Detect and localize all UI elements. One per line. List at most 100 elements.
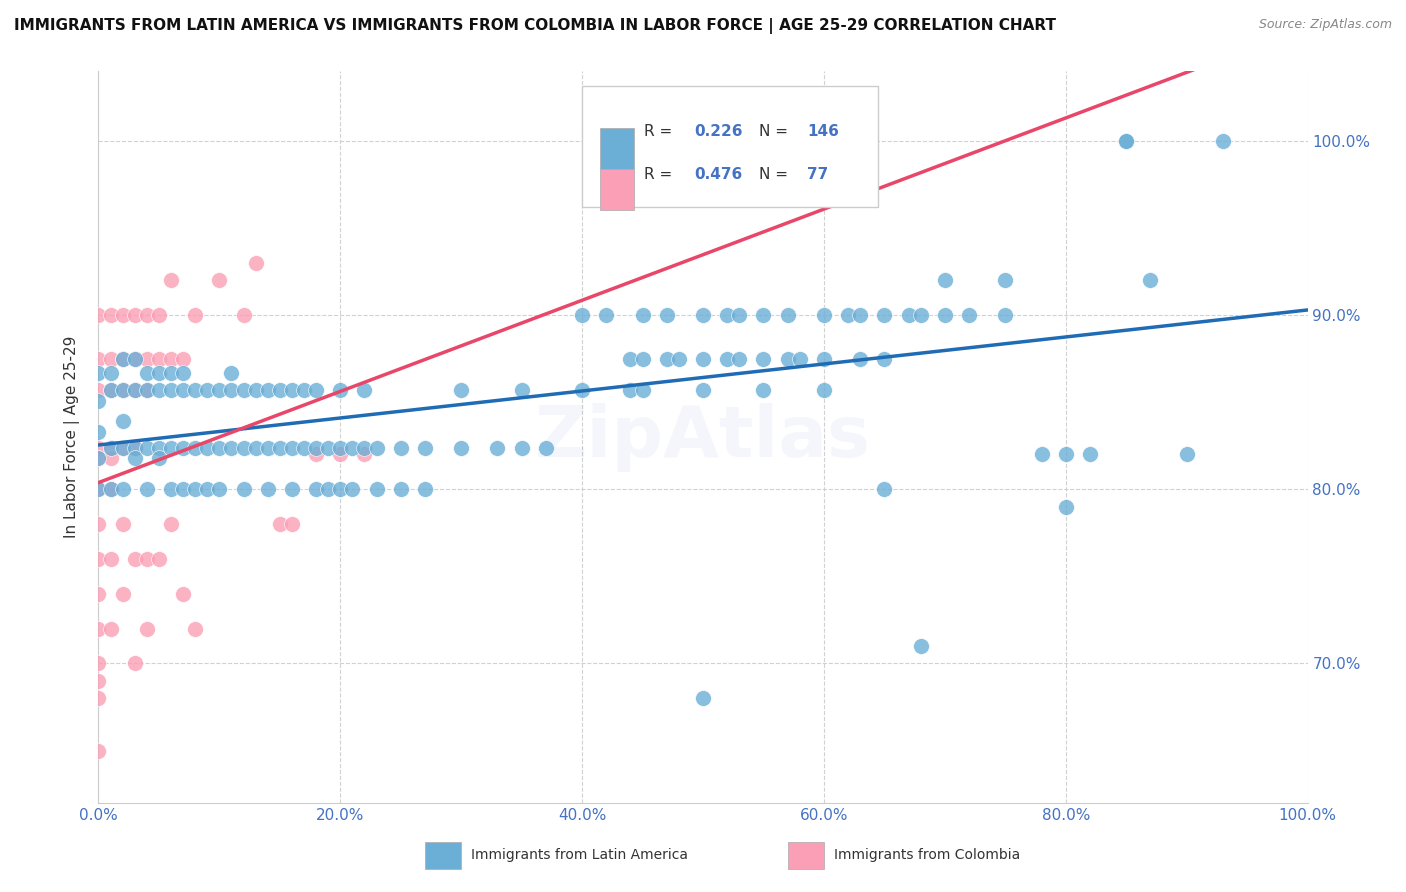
Point (232, 441, 254, 455)
Point (571, 308, 593, 322)
Point (813, 351, 835, 366)
Point (124, 441, 146, 455)
Point (87, 308, 110, 322)
Point (837, 308, 859, 322)
Point (668, 351, 690, 366)
Point (124, 351, 146, 366)
Point (776, 308, 799, 322)
Point (208, 441, 231, 455)
Point (1212, 134, 1234, 148)
Point (100, 483, 122, 497)
Point (87, 450, 110, 465)
Point (1115, 134, 1137, 148)
Point (631, 351, 654, 366)
Point (353, 441, 375, 455)
Point (716, 308, 738, 322)
Point (510, 383, 533, 397)
Point (135, 552, 157, 566)
Point (172, 351, 194, 366)
Point (813, 308, 835, 322)
Text: IMMIGRANTS FROM LATIN AMERICA VS IMMIGRANTS FROM COLOMBIA IN LABOR FORCE | AGE 2: IMMIGRANTS FROM LATIN AMERICA VS IMMIGRA… (14, 18, 1056, 34)
Point (752, 351, 775, 366)
Point (208, 273, 231, 287)
Text: R =: R = (644, 167, 676, 182)
FancyBboxPatch shape (425, 842, 461, 869)
Point (934, 273, 956, 287)
Point (87, 393, 110, 408)
Point (148, 308, 170, 322)
Point (281, 383, 304, 397)
Point (692, 351, 714, 366)
Point (87, 743, 110, 757)
Point (172, 366, 194, 380)
Point (232, 308, 254, 322)
Point (849, 308, 872, 322)
Point (195, 383, 218, 397)
Point (910, 308, 932, 322)
Point (486, 441, 509, 455)
Point (111, 587, 134, 601)
Point (100, 308, 122, 322)
Point (87, 483, 110, 497)
Point (148, 552, 170, 566)
Point (100, 483, 122, 497)
FancyBboxPatch shape (582, 86, 879, 207)
Point (316, 441, 339, 455)
Point (776, 351, 799, 366)
Text: 0.476: 0.476 (695, 167, 742, 182)
Point (124, 441, 146, 455)
Point (87, 351, 110, 366)
FancyBboxPatch shape (600, 128, 634, 169)
Point (752, 383, 775, 397)
Point (631, 383, 654, 397)
Point (728, 308, 751, 322)
Point (389, 483, 412, 497)
Point (135, 308, 157, 322)
Point (135, 441, 157, 455)
Point (692, 383, 714, 397)
Point (849, 351, 872, 366)
Point (100, 441, 122, 455)
Point (305, 448, 328, 462)
Point (342, 441, 364, 455)
Point (111, 351, 134, 366)
Point (1139, 273, 1161, 287)
Point (269, 383, 291, 397)
Text: 77: 77 (807, 167, 828, 182)
Point (135, 351, 157, 366)
Point (342, 483, 364, 497)
Point (111, 517, 134, 532)
Point (281, 483, 304, 497)
Point (994, 308, 1017, 322)
Point (87, 552, 110, 566)
Y-axis label: In Labor Force | Age 25-29: In Labor Force | Age 25-29 (63, 336, 80, 538)
Point (316, 483, 339, 497)
Point (135, 383, 157, 397)
Point (87, 383, 110, 397)
Point (256, 383, 278, 397)
FancyBboxPatch shape (600, 169, 634, 210)
Point (184, 308, 207, 322)
Point (111, 308, 134, 322)
Point (281, 441, 304, 455)
Point (619, 351, 641, 366)
Point (100, 351, 122, 366)
Point (87, 450, 110, 465)
Point (172, 483, 194, 497)
Point (160, 441, 183, 455)
Point (111, 383, 134, 397)
Point (910, 639, 932, 653)
Point (160, 273, 183, 287)
Point (148, 366, 170, 380)
Point (221, 441, 243, 455)
Point (111, 441, 134, 455)
Point (366, 441, 388, 455)
Point (692, 308, 714, 322)
Point (208, 383, 231, 397)
Point (124, 383, 146, 397)
Point (87, 622, 110, 636)
Point (135, 483, 157, 497)
Point (184, 441, 207, 455)
Point (87, 483, 110, 497)
Point (111, 441, 134, 455)
